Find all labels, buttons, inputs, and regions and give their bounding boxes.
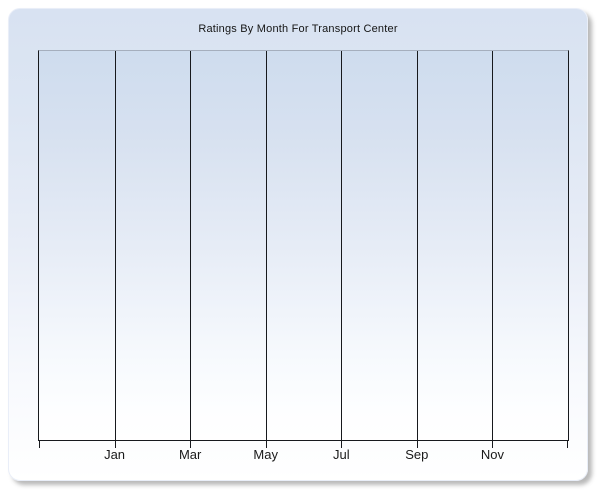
x-axis-tick xyxy=(492,440,494,448)
x-axis-tick xyxy=(341,440,343,448)
x-axis-label: Jan xyxy=(104,447,126,462)
x-axis-tick xyxy=(190,440,192,448)
vertical-gridline xyxy=(114,51,116,440)
x-axis-label: Mar xyxy=(178,447,202,462)
x-axis-tick xyxy=(39,440,40,448)
vertical-gridline xyxy=(190,51,192,440)
vertical-gridline xyxy=(492,51,494,440)
x-axis-label: Sep xyxy=(405,447,429,462)
x-axis-tick xyxy=(265,440,267,448)
chart-panel: Ratings By Month For Transport Center Ja… xyxy=(8,8,588,481)
vertical-gridline xyxy=(265,51,267,440)
vertical-gridline xyxy=(416,51,418,440)
plot-area: Jan Mar May Jul Sep Nov xyxy=(38,50,569,462)
x-axis-label: Nov xyxy=(480,447,504,462)
x-axis-label: Jul xyxy=(332,447,350,462)
x-axis-label: May xyxy=(253,447,278,462)
x-axis-tick xyxy=(114,440,116,448)
chart-title: Ratings By Month For Transport Center xyxy=(198,23,398,35)
vertical-gridline xyxy=(341,51,343,440)
x-axis-tick xyxy=(567,440,568,448)
x-axis-tick xyxy=(416,440,418,448)
